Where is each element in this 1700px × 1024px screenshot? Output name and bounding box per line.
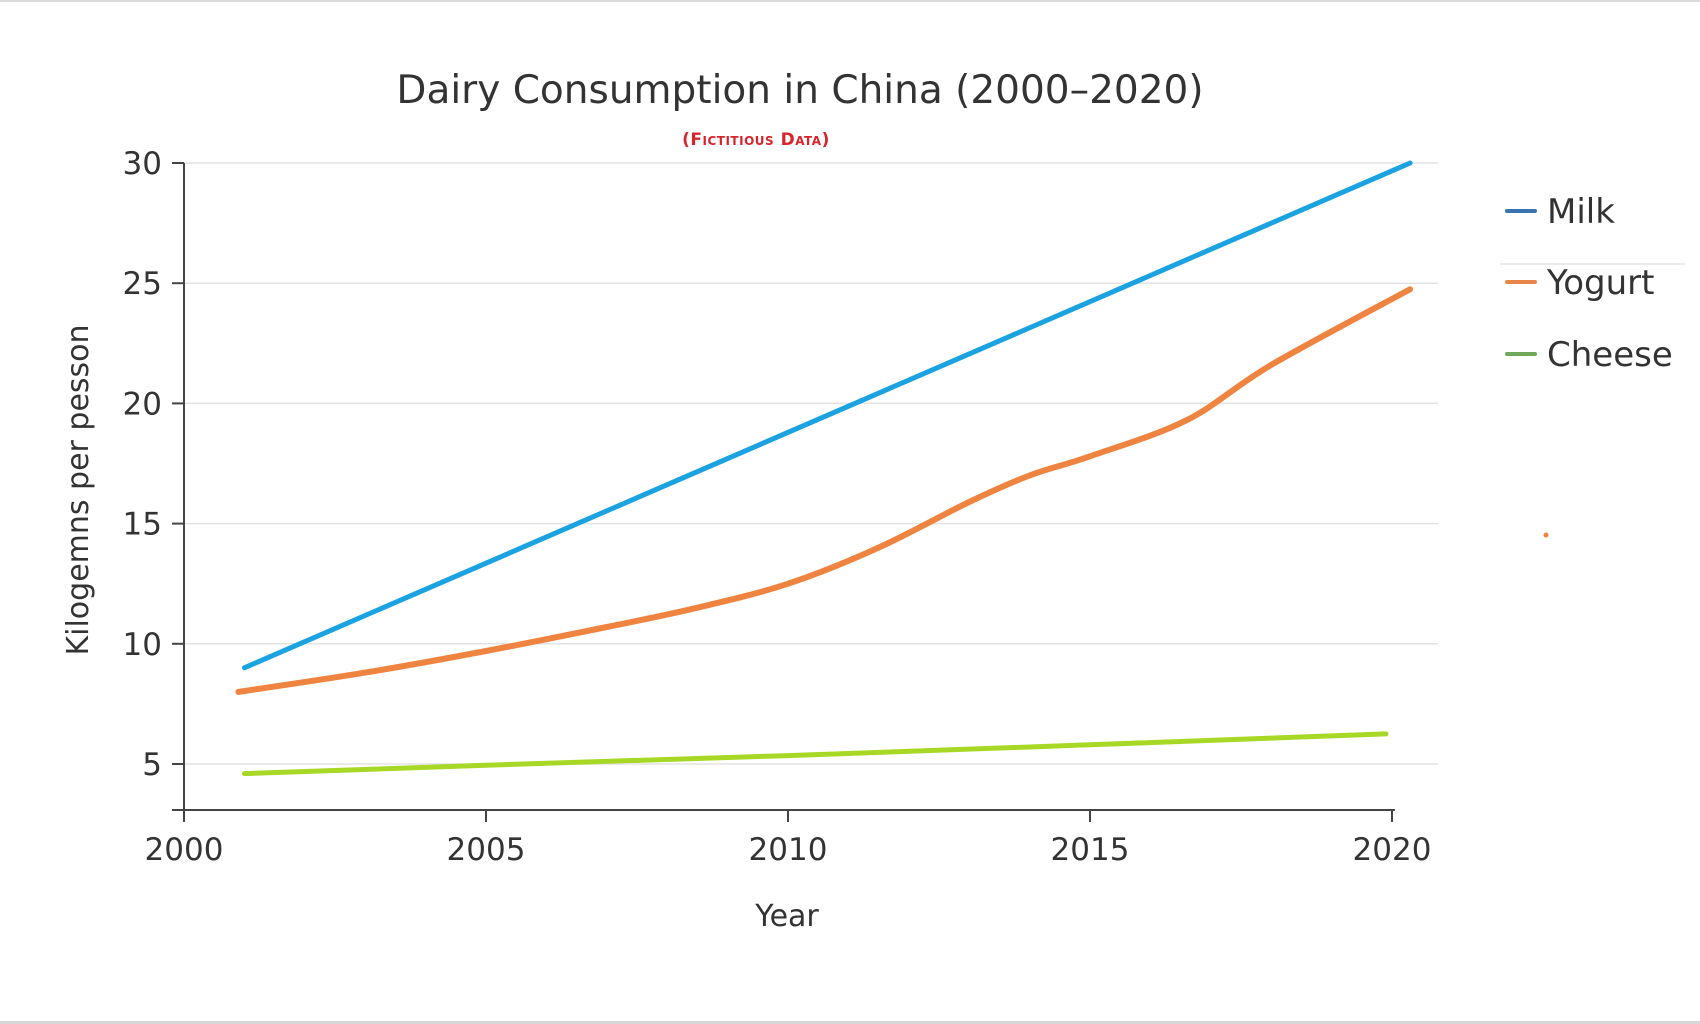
- y-axis-ticks: 5 10 15 20 25 30: [123, 146, 184, 783]
- y-tick-label-15: 15: [123, 507, 162, 543]
- y-tick-label-25: 25: [123, 266, 162, 302]
- stray-dot: [1543, 532, 1549, 538]
- x-tick-label-2020: 2020: [1353, 832, 1432, 868]
- x-tick-label-2005: 2005: [447, 832, 526, 868]
- x-tick-label-2000: 2000: [145, 832, 224, 868]
- gridlines: [184, 162, 1438, 765]
- series-line-milk: [241, 160, 1413, 671]
- x-tick-label-2010: 2010: [749, 832, 828, 868]
- y-tick-label-30: 30: [123, 146, 162, 182]
- x-axis-ticks: 2000 2005 2010 2015 2020: [145, 810, 1432, 868]
- y-tick-label-5: 5: [142, 747, 162, 783]
- legend: Milk Yogurt Cheese: [1500, 192, 1685, 375]
- series-line-yogurt: [235, 286, 1414, 695]
- y-axis-title: Kilogemns per pesson: [61, 324, 96, 655]
- chart-subtitle: (Fictitious Data): [682, 130, 830, 150]
- legend-label-milk: Milk: [1547, 192, 1615, 232]
- top-border: [0, 0, 1700, 2]
- axes: [172, 163, 1395, 820]
- x-tick-label-2015: 2015: [1051, 832, 1130, 868]
- series-line-cheese: [241, 731, 1389, 777]
- legend-label-cheese: Cheese: [1547, 335, 1673, 375]
- y-tick-label-20: 20: [123, 386, 162, 422]
- bottom-border: [0, 1021, 1700, 1024]
- series-lines: [235, 160, 1414, 777]
- y-tick-label-10: 10: [123, 627, 162, 663]
- legend-label-yogurt: Yogurt: [1546, 263, 1655, 303]
- x-axis-title: Year: [754, 899, 819, 934]
- chart-title: Dairy Consumption in China (2000–2020): [396, 68, 1203, 113]
